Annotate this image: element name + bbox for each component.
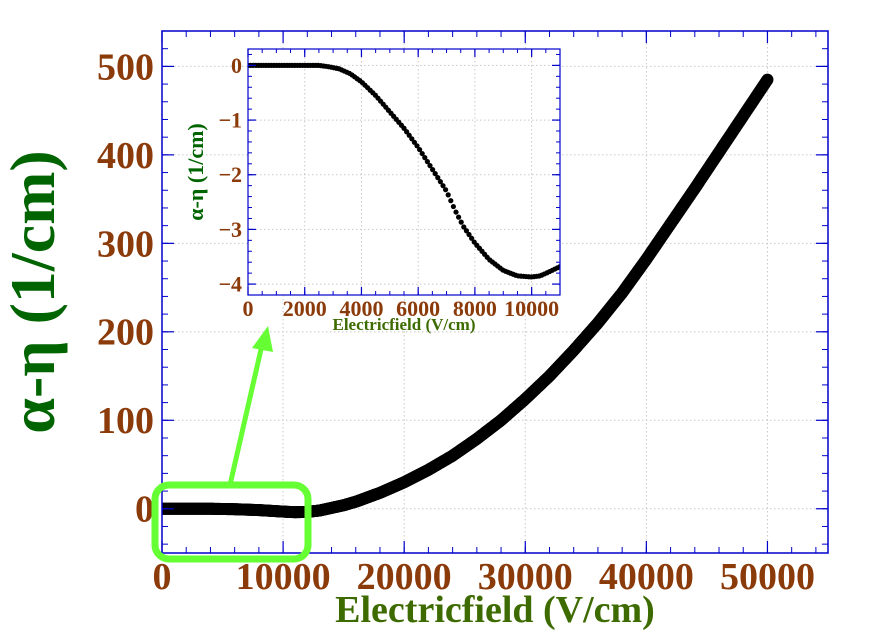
main-x-tick-label: 0 <box>153 556 172 598</box>
inset-data-point <box>469 235 475 241</box>
inset-data-point <box>417 146 423 153</box>
main-x-tick-label: 10000 <box>236 556 331 598</box>
inset-data-point <box>458 219 464 225</box>
inset-tick-marks <box>247 49 561 296</box>
main-data-series <box>162 73 774 519</box>
inset-data-point <box>430 167 436 173</box>
inset-chart: 0 2000 4000 6000 8000 10000 0 −1 −2 −3 −4 Electri… <box>183 48 561 334</box>
inset-data-point <box>456 214 462 220</box>
inset-x-tick-label: 2000 <box>283 296 327 321</box>
arrow-head-icon <box>252 326 273 352</box>
inset-data-point <box>450 203 456 210</box>
main-y-axis-label: α-η (1/cm) <box>0 150 68 434</box>
inset-data-point <box>427 163 433 169</box>
main-tick-marks <box>161 30 828 553</box>
inset-y-axis-label: α-η (1/cm) <box>183 123 208 220</box>
inset-data-point <box>461 224 467 230</box>
inset-x-tick-label: 0 <box>243 296 254 321</box>
inset-data-point <box>466 231 472 238</box>
inset-x-tick-label: 4000 <box>339 296 383 321</box>
inset-data-point <box>557 263 560 270</box>
arrow-shaft <box>227 344 265 486</box>
highlight-arrow <box>227 326 273 486</box>
main-y-tick-label: 500 <box>97 46 154 88</box>
main-x-tick-label: 40000 <box>599 556 694 598</box>
inset-y-tick-label: 0 <box>231 53 242 78</box>
inset-x-tick-label: 10000 <box>504 296 559 321</box>
inset-data-point <box>424 159 430 165</box>
main-y-tick-label: 200 <box>97 312 154 354</box>
main-x-tick-labels: 0 10000 20000 30000 40000 50000 <box>153 556 815 598</box>
main-x-tick-label: 50000 <box>720 556 815 598</box>
inset-data-point <box>445 192 451 198</box>
main-x-tick-label: 20000 <box>357 556 452 598</box>
main-y-tick-label: 400 <box>97 135 154 177</box>
main-y-tick-label: 100 <box>97 400 154 442</box>
inset-data-point <box>448 198 454 204</box>
inset-data-point <box>422 155 428 161</box>
inset-x-tick-label: 6000 <box>396 296 440 321</box>
inset-data-point <box>432 171 438 177</box>
inset-data-point <box>443 187 449 193</box>
main-y-tick-labels: 0 100 200 300 400 500 <box>97 46 154 530</box>
inset-y-tick-label: −4 <box>218 272 242 297</box>
inset-data-point <box>419 150 425 157</box>
main-x-tick-label: 30000 <box>478 556 573 598</box>
inset-data-series <box>248 62 560 280</box>
inset-y-tick-label: −1 <box>218 108 242 133</box>
inset-data-point <box>435 175 441 181</box>
inset-x-tick-label: 8000 <box>453 296 497 321</box>
main-data-point <box>761 73 774 86</box>
inset-data-point <box>437 179 443 185</box>
main-y-tick-label: 0 <box>135 489 154 531</box>
main-x-axis-label: Electricfield (V/cm) <box>335 589 655 631</box>
inset-x-axis-label: Electricfield (V/cm) <box>332 315 475 334</box>
inset-x-tick-labels: 0 2000 4000 6000 8000 10000 <box>243 296 560 321</box>
inset-y-tick-labels: 0 −1 −2 −3 −4 <box>218 53 242 297</box>
inset-data-point <box>414 143 420 149</box>
inset-y-tick-label: −3 <box>218 217 242 242</box>
main-y-tick-label: 300 <box>97 223 154 265</box>
inset-data-point <box>463 228 469 234</box>
inset-plot-background <box>248 49 560 295</box>
main-plot-frame <box>161 30 829 554</box>
inset-data-point <box>453 209 459 215</box>
inset-data-point <box>440 183 446 189</box>
inset-y-tick-label: −2 <box>218 162 242 187</box>
